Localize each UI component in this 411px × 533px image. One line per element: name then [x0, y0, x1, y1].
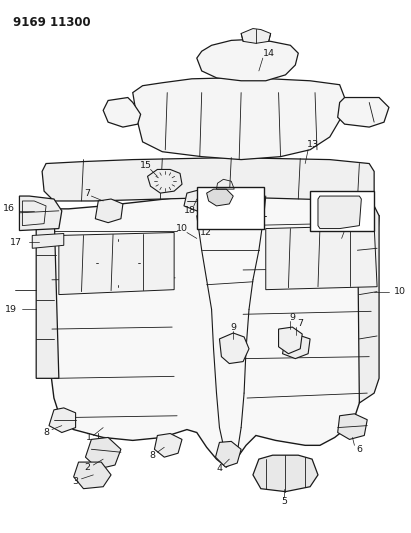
Polygon shape	[184, 189, 212, 211]
Polygon shape	[42, 158, 374, 201]
Text: 3: 3	[72, 477, 79, 486]
Polygon shape	[215, 441, 241, 467]
Circle shape	[349, 207, 356, 215]
Text: 18: 18	[184, 206, 196, 215]
Polygon shape	[49, 408, 76, 432]
Text: 7: 7	[297, 319, 303, 328]
Text: 17: 17	[10, 238, 22, 247]
Polygon shape	[74, 462, 111, 489]
Text: 6: 6	[356, 445, 363, 454]
Polygon shape	[133, 78, 344, 159]
Polygon shape	[32, 233, 64, 248]
Polygon shape	[36, 195, 379, 467]
Polygon shape	[241, 29, 271, 43]
Polygon shape	[282, 335, 310, 359]
Text: 10: 10	[394, 287, 406, 296]
Text: 11: 11	[351, 221, 363, 230]
Polygon shape	[358, 206, 379, 403]
Text: 4: 4	[217, 464, 222, 473]
Polygon shape	[207, 189, 233, 206]
Polygon shape	[19, 196, 62, 231]
Polygon shape	[266, 225, 377, 289]
Text: 19: 19	[5, 305, 16, 314]
Polygon shape	[197, 39, 298, 81]
Polygon shape	[338, 98, 389, 127]
FancyBboxPatch shape	[310, 191, 374, 231]
Text: 8: 8	[43, 428, 49, 437]
Polygon shape	[85, 438, 121, 469]
Text: 13: 13	[307, 140, 319, 149]
Text: 1: 1	[86, 433, 92, 442]
Polygon shape	[318, 196, 361, 229]
Polygon shape	[253, 455, 318, 491]
Text: 10: 10	[176, 224, 188, 233]
Text: 16: 16	[2, 204, 14, 213]
Polygon shape	[155, 433, 182, 457]
FancyBboxPatch shape	[197, 187, 264, 229]
Text: 12: 12	[200, 228, 212, 237]
Polygon shape	[338, 414, 367, 439]
Text: 7: 7	[84, 189, 90, 198]
Polygon shape	[36, 206, 59, 378]
Polygon shape	[59, 232, 174, 295]
Text: 14: 14	[263, 49, 275, 58]
Polygon shape	[148, 169, 182, 193]
Text: 9169 11300: 9169 11300	[13, 16, 90, 29]
Text: 8: 8	[150, 451, 155, 459]
Polygon shape	[279, 327, 302, 354]
Polygon shape	[103, 98, 141, 127]
Circle shape	[334, 207, 342, 215]
Text: 15: 15	[140, 161, 152, 170]
Text: 9: 9	[230, 322, 236, 332]
Polygon shape	[219, 333, 249, 364]
Text: 2: 2	[84, 463, 90, 472]
Circle shape	[321, 207, 329, 215]
Text: 5: 5	[282, 497, 287, 506]
Polygon shape	[95, 199, 123, 223]
Text: 9: 9	[289, 313, 296, 322]
